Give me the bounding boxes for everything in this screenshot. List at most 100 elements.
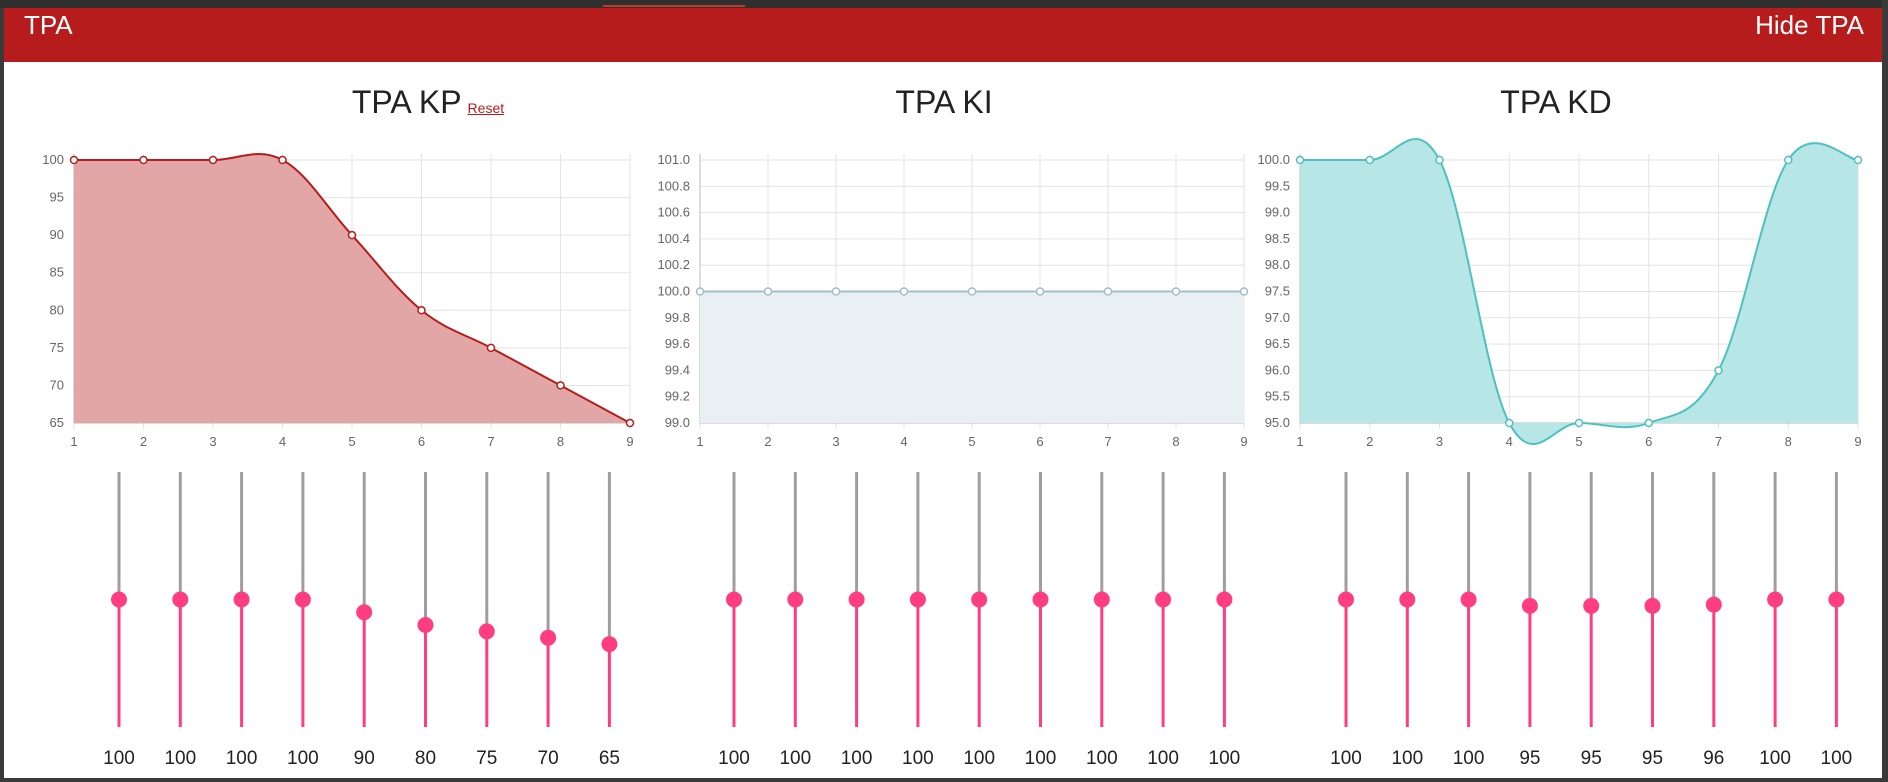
slider-knob[interactable] — [111, 591, 127, 608]
hide-tpa-button[interactable]: Hide TPA — [1755, 10, 1864, 40]
ki-area — [700, 291, 1244, 423]
data-point — [625, 418, 635, 428]
slider-knob[interactable] — [1521, 597, 1538, 614]
slider-value-label: 95 — [1581, 748, 1602, 769]
x-tick-label: 9 — [626, 434, 633, 449]
data-point — [1435, 155, 1444, 165]
slider-value-label: 95 — [1519, 748, 1540, 769]
window-top-strip — [0, 0, 1888, 8]
data-point — [1714, 366, 1723, 375]
slider-value-label: 70 — [538, 748, 559, 769]
slider-value-label: 100 — [287, 748, 319, 769]
y-tick-label: 99.4 — [665, 362, 690, 377]
slider-knob[interactable] — [971, 591, 988, 608]
slider-knob[interactable] — [1216, 591, 1233, 608]
x-tick-label: 5 — [1575, 434, 1582, 449]
y-tick-label: 95.5 — [1265, 389, 1290, 404]
y-tick-label: 98.0 — [1265, 257, 1290, 272]
data-point — [1103, 287, 1113, 296]
x-tick-label: 2 — [764, 434, 771, 449]
slider-knob[interactable] — [1460, 591, 1477, 608]
y-tick-label: 99.5 — [1265, 178, 1290, 193]
x-tick-label: 8 — [1172, 434, 1179, 449]
data-point — [763, 287, 773, 296]
y-tick-label: 100.4 — [657, 231, 690, 246]
slider-knob[interactable] — [1583, 597, 1600, 614]
tpa-header: TPA Hide TPA — [4, 8, 1882, 62]
slider-knob[interactable] — [1338, 591, 1354, 608]
y-tick-label: 96.0 — [1265, 362, 1290, 377]
slider-knob[interactable] — [294, 591, 311, 608]
slider-knob[interactable] — [1644, 597, 1661, 614]
data-point — [1171, 287, 1181, 296]
data-point — [347, 230, 357, 240]
data-point — [1853, 155, 1863, 165]
slider-knob[interactable] — [1767, 591, 1784, 608]
active-tab-indicator — [603, 5, 745, 7]
kd-area — [1300, 138, 1858, 445]
y-tick-label: 90 — [50, 227, 64, 242]
data-point — [1295, 155, 1305, 165]
slider-knob[interactable] — [787, 591, 804, 608]
slider-knob[interactable] — [909, 591, 926, 608]
y-tick-label: 97.5 — [1265, 284, 1290, 299]
slider-knob[interactable] — [1032, 591, 1049, 608]
kp-sliders: 100 100 100 100 90 80 75 70 65 — [103, 472, 620, 769]
x-tick-label: 6 — [1036, 434, 1043, 449]
x-tick-label: 1 — [70, 434, 77, 449]
slider-knob[interactable] — [726, 591, 742, 608]
x-tick-label: 6 — [418, 434, 425, 449]
y-tick-label: 85 — [50, 265, 64, 280]
slider-value-label: 100 — [1453, 748, 1485, 769]
slider-knob[interactable] — [1828, 591, 1845, 608]
y-tick-label: 95 — [50, 190, 64, 205]
slider-knob[interactable] — [848, 591, 865, 608]
slider-knob[interactable] — [1155, 591, 1172, 608]
kp-reset-link[interactable]: Reset — [467, 100, 505, 116]
slider-value-label: 100 — [1821, 748, 1853, 769]
header-title: TPA — [24, 10, 73, 40]
data-point — [278, 155, 287, 165]
slider-knob[interactable] — [601, 636, 618, 653]
x-tick-label: 3 — [832, 434, 839, 449]
slider-value-label: 100 — [1759, 748, 1791, 769]
slider-knob[interactable] — [233, 591, 250, 608]
slider-knob[interactable] — [356, 604, 373, 621]
y-tick-label: 101.0 — [657, 152, 690, 167]
slider-value-label: 100 — [963, 748, 995, 769]
kp-chart: 100 95 90 85 80 75 70 65 1 2 3 4 5 6 7 8 9 — [42, 152, 635, 449]
scrollbar[interactable] — [1882, 0, 1888, 782]
data-point — [1574, 418, 1584, 428]
slider-value-label: 65 — [599, 748, 620, 769]
slider-knob[interactable] — [172, 591, 189, 608]
x-tick-label: 2 — [140, 434, 147, 449]
x-tick-label: 7 — [1104, 434, 1111, 449]
y-tick-label: 80 — [50, 302, 64, 317]
slider-value-label: 80 — [415, 748, 436, 769]
slider-value-label: 100 — [718, 748, 750, 769]
x-tick-label: 9 — [1854, 434, 1861, 449]
data-point — [1784, 155, 1793, 165]
slider-knob[interactable] — [478, 623, 495, 640]
x-tick-label: 7 — [487, 434, 494, 449]
slider-value-label: 100 — [103, 748, 135, 769]
ki-chart: 101.0100.8100.6100.4100.2100.099.899.699… — [657, 152, 1249, 449]
data-point — [486, 343, 496, 353]
slider-knob[interactable] — [1399, 591, 1416, 608]
x-tick-label: 9 — [1240, 434, 1247, 449]
x-tick-label: 3 — [209, 434, 216, 449]
slider-value-label: 100 — [226, 748, 258, 769]
data-point — [139, 155, 148, 165]
kd-title: TPA KD — [1356, 84, 1756, 121]
y-tick-label: 100.0 — [657, 284, 690, 299]
x-tick-label: 6 — [1645, 434, 1652, 449]
kd-title-text: TPA KD — [1500, 84, 1612, 120]
slider-knob[interactable] — [417, 617, 434, 633]
y-tick-label: 100 — [42, 152, 64, 167]
x-tick-label: 4 — [279, 434, 286, 449]
slider-value-label: 100 — [902, 748, 934, 769]
slider-knob[interactable] — [1093, 591, 1110, 608]
slider-knob[interactable] — [540, 629, 557, 646]
data-point — [556, 381, 565, 390]
slider-knob[interactable] — [1705, 596, 1722, 613]
